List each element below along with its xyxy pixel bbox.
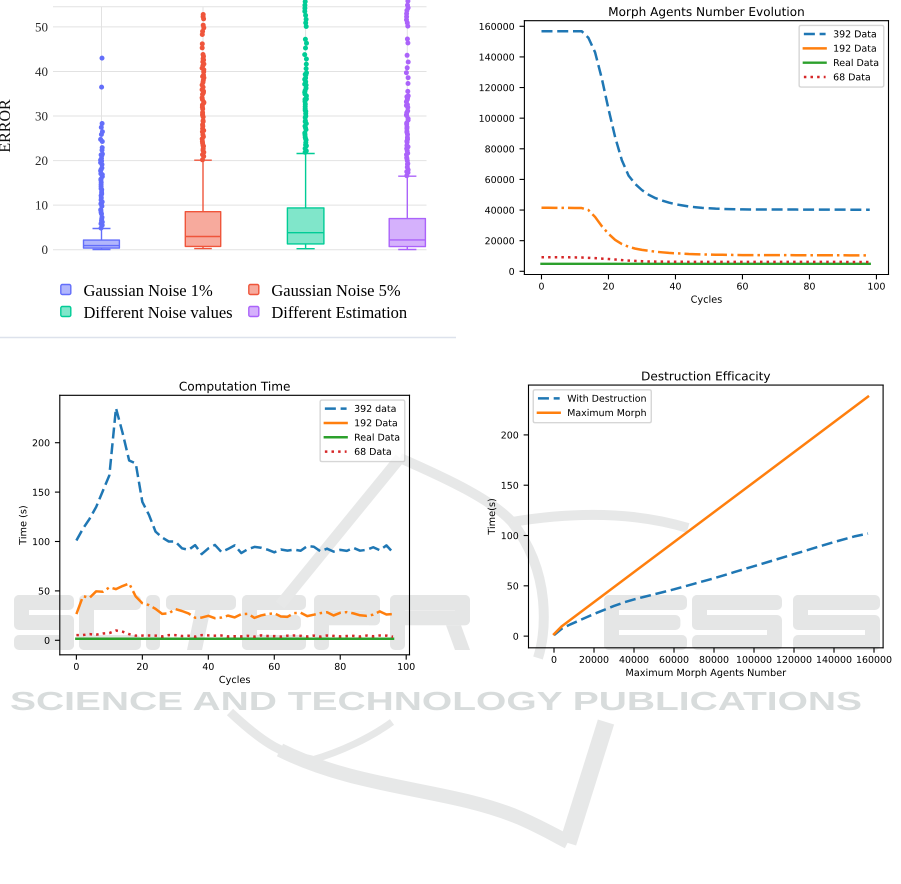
svg-text:ERROR: ERROR [0,99,14,153]
svg-text:Gaussian Noise 1%: Gaussian Noise 1% [84,281,213,300]
svg-text:20: 20 [35,153,48,168]
svg-text:30: 30 [35,109,48,124]
svg-text:40: 40 [35,64,48,79]
svg-text:SCIENCE AND TECHNOLOGY PUBLICA: SCIENCE AND TECHNOLOGY PUBLICATIONS [10,688,862,716]
svg-text:50: 50 [35,19,48,34]
svg-text:Gaussian Noise 5%: Gaussian Noise 5% [271,281,400,300]
svg-text:Different Estimation: Different Estimation [271,303,407,322]
svg-text:10: 10 [35,198,48,213]
svg-text:0: 0 [42,242,49,257]
svg-text:Different Noise values: Different Noise values [84,303,233,322]
